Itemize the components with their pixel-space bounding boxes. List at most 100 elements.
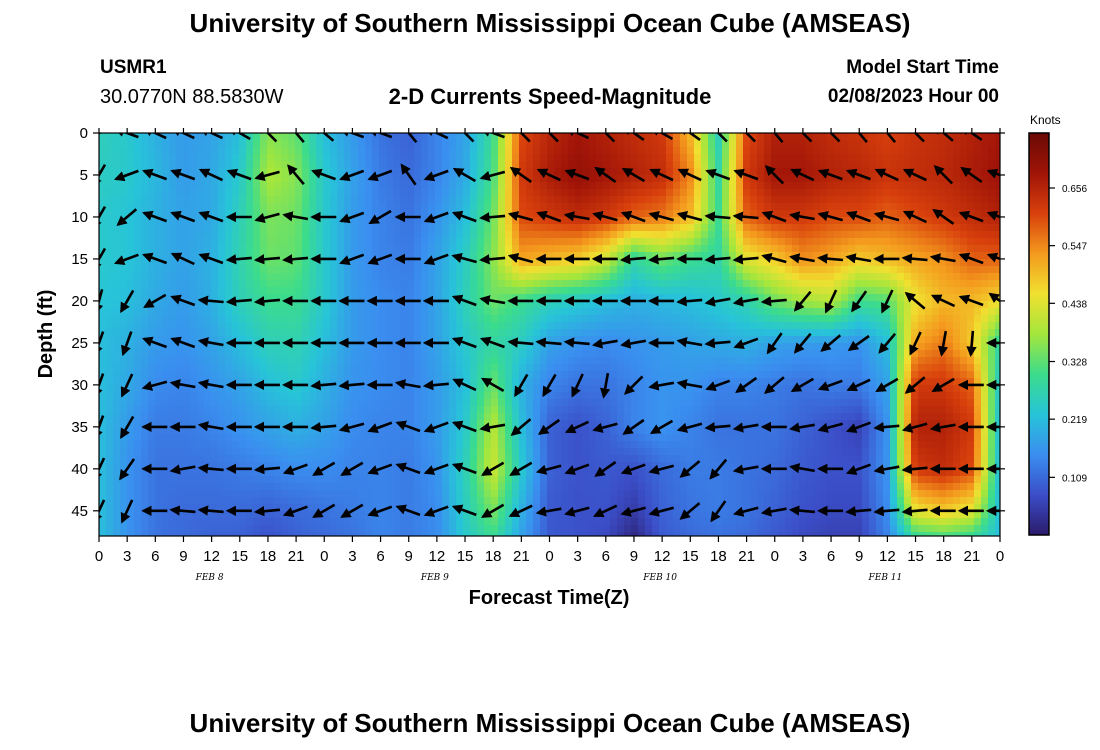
heatmap-cell [736,147,744,155]
heatmap-cell [715,273,723,281]
heatmap-cell [771,371,779,379]
heatmap-cell [99,168,107,176]
heatmap-cell [498,336,506,344]
heatmap-cell [743,350,751,358]
heatmap-cell [841,147,849,155]
heatmap-cell [722,133,730,141]
heatmap-cell [855,378,863,386]
heatmap-cell [519,252,527,260]
heatmap-cell [792,224,800,232]
heatmap-cell [113,350,121,358]
heatmap-cell [239,399,247,407]
heatmap-cell [421,231,429,239]
heatmap-cell [274,343,282,351]
heatmap-cell [337,315,345,323]
heatmap-cell [351,140,359,148]
heatmap-cell [897,189,905,197]
heatmap-cell [785,273,793,281]
heatmap-cell [442,238,450,246]
heatmap-cell [624,203,632,211]
heatmap-cell [659,273,667,281]
heatmap-cell [302,315,310,323]
heatmap-cell [288,147,296,155]
heatmap-cell [715,154,723,162]
heatmap-cell [218,294,226,302]
heatmap-cell [904,266,912,274]
heatmap-cell [946,350,954,358]
heatmap-cell [806,364,814,372]
heatmap-cell [869,252,877,260]
heatmap-cell [757,371,765,379]
heatmap-cell [288,273,296,281]
heatmap-cell [400,245,408,253]
heatmap-cell [589,175,597,183]
heatmap-cell [141,238,149,246]
heatmap-cell [820,378,828,386]
heatmap-cell [281,399,289,407]
heatmap-cell [260,182,268,190]
heatmap-cell [666,259,674,267]
heatmap-cell [211,308,219,316]
heatmap-cell [197,315,205,323]
heatmap-cell [197,343,205,351]
heatmap-cell [876,266,884,274]
heatmap-cell [820,294,828,302]
heatmap-cell [862,147,870,155]
heatmap-cell [512,287,520,295]
heatmap-cell [582,238,590,246]
heatmap-cell [946,385,954,393]
heatmap-cell [176,224,184,232]
heatmap-cell [344,224,352,232]
heatmap-cell [624,196,632,204]
heatmap-cell [925,371,933,379]
heatmap-cell [204,175,212,183]
heatmap-cell [295,217,303,225]
heatmap-cell [267,252,275,260]
heatmap-cell [540,196,548,204]
heatmap-cell [708,371,716,379]
heatmap-cell [778,224,786,232]
heatmap-cell [855,161,863,169]
heatmap-cell [379,154,387,162]
heatmap-cell [617,189,625,197]
heatmap-cell [918,273,926,281]
heatmap-cell [113,231,121,239]
heatmap-cell [771,294,779,302]
heatmap-cell [953,266,961,274]
heatmap-cell [421,154,429,162]
heatmap-cell [603,154,611,162]
heatmap-cell [946,287,954,295]
heatmap-cell [799,224,807,232]
heatmap-cell [393,287,401,295]
heatmap-cell [862,154,870,162]
heatmap-cell [981,308,989,316]
heatmap-cell [617,280,625,288]
heatmap-cell [561,196,569,204]
heatmap-cell [771,147,779,155]
heatmap-cell [456,224,464,232]
heatmap-cell [386,280,394,288]
heatmap-cell [918,252,926,260]
heatmap-cell [722,168,730,176]
heatmap-cell [617,224,625,232]
heatmap-cell [99,182,107,190]
heatmap-cell [274,182,282,190]
heatmap-cell [127,294,135,302]
heatmap-cell [218,336,226,344]
heatmap-cell [883,364,891,372]
heatmap-cell [953,196,961,204]
heatmap-cell [617,329,625,337]
heatmap-cell [890,280,898,288]
heatmap-cell [127,252,135,260]
heatmap-cell [946,273,954,281]
heatmap-cell [232,182,240,190]
heatmap-cell [701,378,709,386]
heatmap-cell [183,147,191,155]
heatmap-cell [449,357,457,365]
heatmap-cell [288,203,296,211]
heatmap-cell [701,350,709,358]
heatmap-cell [323,315,331,323]
heatmap-cell [267,245,275,253]
heatmap-cell [120,140,128,148]
heatmap-cell [722,301,730,309]
